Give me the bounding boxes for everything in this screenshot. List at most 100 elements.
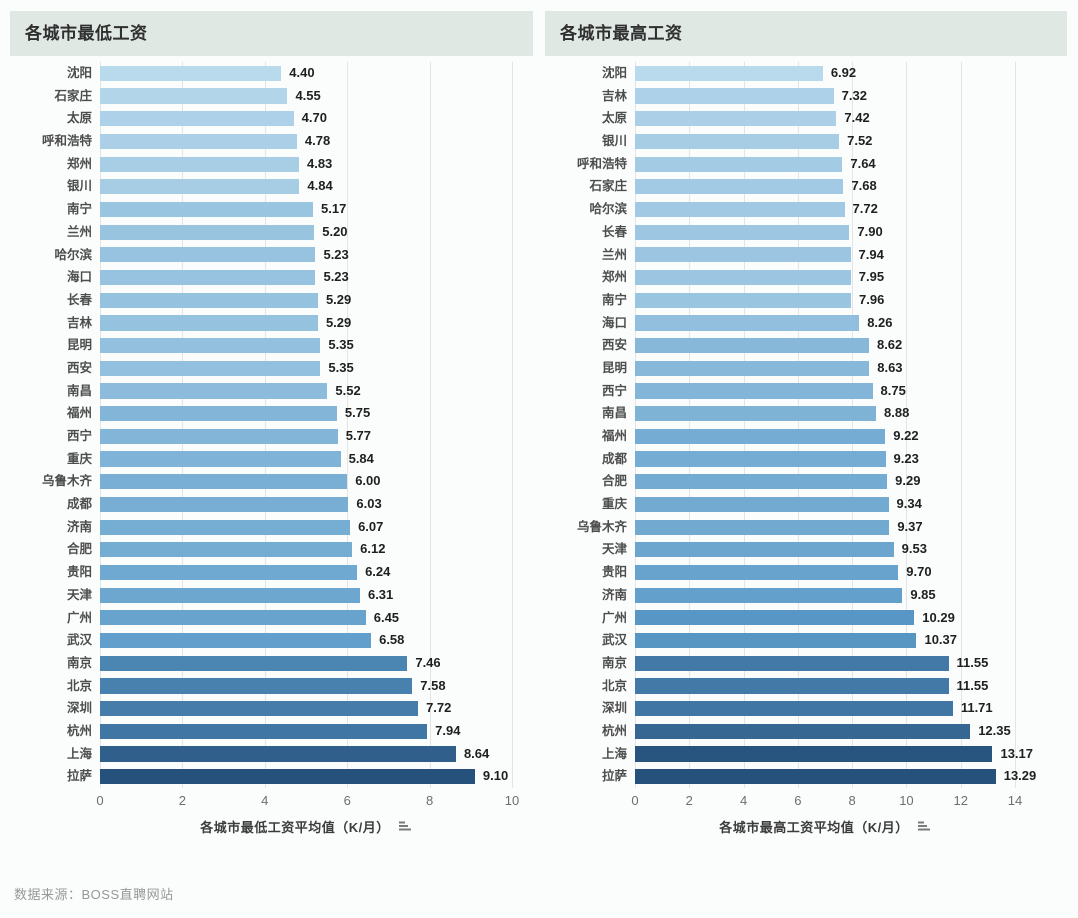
bar[interactable] — [635, 269, 851, 286]
bar[interactable] — [100, 111, 294, 127]
bar-row: 5.35 — [100, 334, 512, 357]
bar-row: 9.23 — [635, 448, 1015, 471]
bar[interactable] — [100, 610, 366, 626]
bar-row: 7.94 — [635, 244, 1015, 267]
city-label: 郑州 — [601, 270, 627, 285]
bar[interactable] — [635, 610, 915, 626]
bar[interactable] — [100, 496, 349, 513]
city-label: 西宁 — [601, 383, 627, 398]
bar[interactable] — [100, 519, 351, 535]
bar[interactable] — [100, 474, 348, 490]
city-label: 成都 — [601, 451, 627, 466]
bar[interactable] — [635, 247, 851, 263]
bar[interactable] — [635, 542, 894, 558]
bar[interactable] — [100, 428, 338, 444]
bar[interactable] — [100, 292, 318, 308]
bar[interactable] — [635, 655, 949, 671]
bar[interactable] — [100, 769, 475, 785]
city-label: 南昌 — [601, 406, 627, 421]
axis-tick-label: 2 — [178, 793, 187, 808]
bar[interactable] — [100, 655, 408, 671]
bar[interactable] — [635, 383, 873, 399]
bar[interactable] — [635, 632, 917, 649]
sort-icon[interactable] — [917, 820, 931, 832]
bar[interactable] — [635, 519, 890, 535]
bar[interactable] — [635, 338, 869, 354]
bar[interactable] — [635, 428, 886, 444]
bar[interactable] — [100, 451, 341, 467]
bar[interactable] — [635, 292, 852, 308]
bar[interactable] — [635, 179, 844, 195]
bar-row: 9.53 — [635, 538, 1015, 561]
bar[interactable] — [635, 406, 877, 422]
value-label: 9.70 — [906, 564, 932, 580]
bar-row: 5.75 — [100, 402, 512, 425]
bar[interactable] — [635, 564, 899, 581]
bar[interactable] — [635, 701, 953, 717]
bar[interactable] — [100, 88, 288, 104]
bar[interactable] — [100, 564, 358, 581]
bar[interactable] — [100, 406, 337, 422]
bar[interactable] — [100, 587, 360, 603]
gridline — [264, 62, 266, 788]
city-label: 乌鲁木齐 — [41, 474, 92, 489]
bar[interactable] — [635, 360, 870, 376]
bar[interactable] — [635, 156, 843, 172]
bar[interactable] — [635, 111, 837, 127]
bar[interactable] — [635, 451, 886, 467]
bar[interactable] — [635, 133, 840, 150]
gridline — [1015, 62, 1016, 788]
bar[interactable] — [100, 224, 315, 240]
bar[interactable] — [635, 201, 845, 218]
bar[interactable] — [100, 247, 316, 263]
bar-row: 5.84 — [100, 448, 512, 471]
bar[interactable] — [635, 315, 860, 331]
bar[interactable] — [635, 224, 850, 240]
bar[interactable] — [100, 383, 328, 399]
bar[interactable] — [635, 746, 993, 762]
city-label: 广州 — [66, 610, 92, 625]
axis-tick-label: 12 — [953, 793, 968, 808]
city-label: 拉萨 — [601, 769, 627, 784]
bar[interactable] — [635, 678, 949, 694]
value-label: 7.96 — [859, 291, 885, 307]
bar[interactable] — [100, 746, 456, 762]
value-label: 6.58 — [379, 632, 405, 648]
gridline — [960, 62, 962, 788]
bar[interactable] — [100, 201, 313, 218]
bar[interactable] — [100, 632, 372, 649]
value-label: 4.84 — [307, 178, 333, 194]
bar[interactable] — [100, 156, 299, 172]
bar-row: 5.20 — [100, 221, 512, 244]
bar-row: 6.45 — [100, 607, 512, 630]
bar[interactable] — [100, 360, 321, 376]
gridline — [182, 62, 184, 788]
bar[interactable] — [635, 65, 823, 81]
city-label: 武汉 — [66, 633, 92, 648]
city-label: 济南 — [601, 587, 627, 602]
city-label: 北京 — [601, 678, 627, 693]
bar[interactable] — [100, 701, 419, 717]
city-label: 吉林 — [601, 88, 627, 103]
bar[interactable] — [100, 133, 297, 150]
bar[interactable] — [100, 338, 321, 354]
bar[interactable] — [100, 723, 428, 739]
city-label: 天津 — [601, 542, 627, 557]
bar[interactable] — [100, 542, 353, 558]
bar[interactable] — [100, 678, 413, 694]
bar[interactable] — [635, 723, 971, 739]
bar[interactable] — [635, 474, 888, 490]
axis-tick-label: 14 — [1007, 793, 1023, 808]
bar[interactable] — [635, 496, 889, 513]
bar-row: 11.55 — [635, 652, 1015, 675]
bar[interactable] — [100, 269, 316, 286]
sort-icon[interactable] — [398, 820, 412, 832]
value-label: 7.72 — [852, 201, 878, 217]
bar[interactable] — [635, 769, 996, 785]
bar[interactable] — [100, 179, 300, 195]
bar[interactable] — [635, 88, 834, 104]
bar[interactable] — [100, 315, 318, 331]
bar[interactable] — [635, 587, 903, 603]
bar[interactable] — [100, 65, 282, 81]
value-label: 5.75 — [344, 405, 371, 421]
